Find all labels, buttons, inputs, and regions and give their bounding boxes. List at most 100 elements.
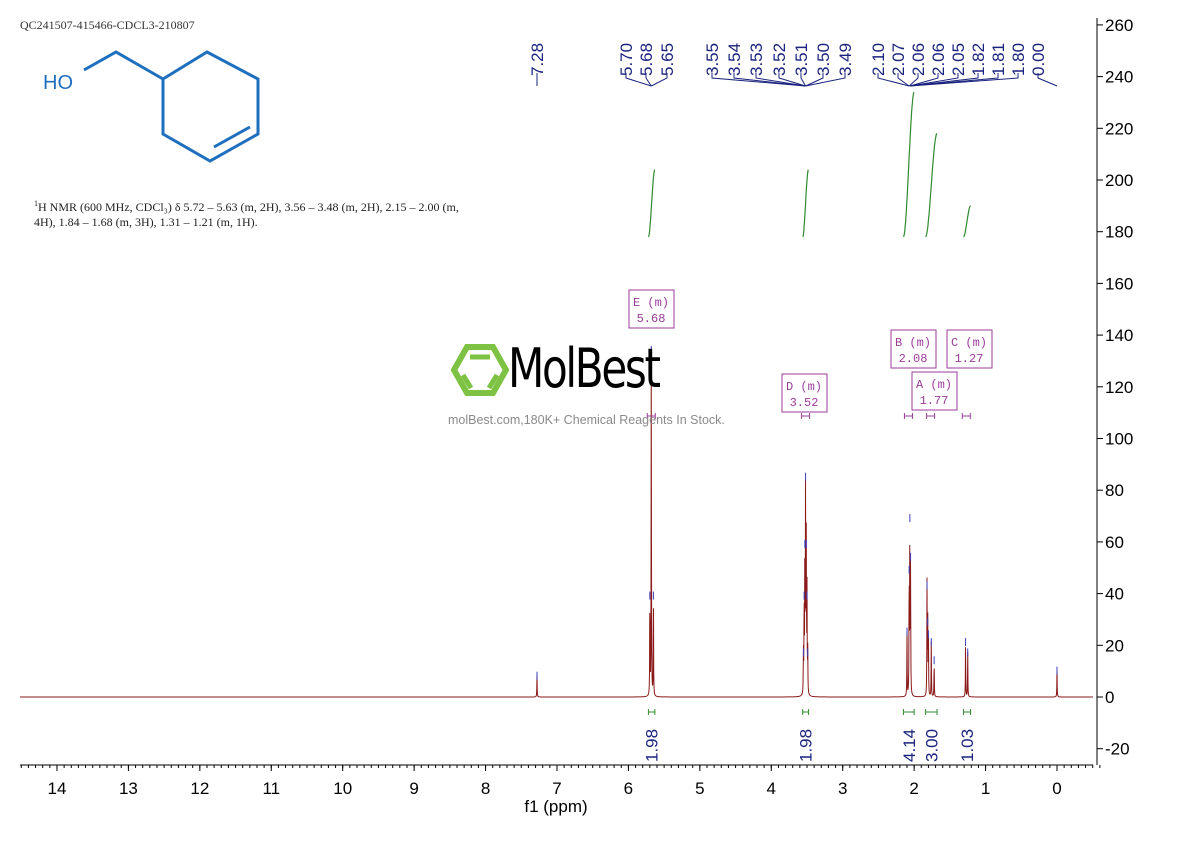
multiplet-shift: 5.68 — [637, 312, 666, 326]
integral-value: 4.14 — [900, 729, 919, 762]
peak-connector — [755, 73, 806, 87]
peak-label: 7.28 — [528, 43, 547, 76]
peak-connector — [805, 73, 824, 87]
peak-label: 2.05 — [949, 43, 968, 76]
peak-connector — [908, 73, 919, 87]
y-tick-label: 20 — [1105, 636, 1124, 655]
integral-value: 3.00 — [922, 729, 941, 762]
multiplet-bracket — [903, 413, 913, 419]
peak-connector — [651, 73, 668, 87]
x-axis-label: f1 (ppm) — [524, 797, 587, 816]
y-tick-label: 240 — [1105, 68, 1133, 87]
multiplet-frame — [946, 329, 993, 369]
x-tick-label: 4 — [767, 779, 776, 798]
peak-label: 3.51 — [792, 43, 811, 76]
peak-connector — [897, 73, 910, 87]
y-tick-label: 100 — [1105, 430, 1133, 449]
x-tick-label: 12 — [190, 779, 209, 798]
y-tick-label: 80 — [1105, 481, 1124, 500]
multiplet-frame — [890, 329, 937, 369]
multiplet-bracket — [646, 413, 656, 419]
multiplet-box: E (m) 5.68 — [628, 289, 675, 329]
x-tick-label: 0 — [1052, 779, 1061, 798]
ch2-bond — [83, 50, 164, 81]
multiplet-bracket — [926, 413, 936, 419]
peak-connector — [645, 73, 652, 87]
x-tick-label: 8 — [481, 779, 490, 798]
peak-label: 2.06 — [929, 43, 948, 76]
peak-label: 3.49 — [836, 43, 855, 76]
peak-connector — [1037, 73, 1058, 87]
y-tick-label: 220 — [1105, 119, 1133, 138]
peak-connector — [778, 73, 806, 87]
peak-label: 2.10 — [869, 43, 888, 76]
x-tick-label: 10 — [333, 779, 352, 798]
multiplet-label: E (m) — [633, 296, 669, 310]
spectrum-line — [20, 353, 1093, 698]
x-tick-label: 11 — [262, 779, 280, 798]
nmr-description: 1H NMR (600 MHz, CDCl₃) δ 5.72 – 5.63 (m… — [34, 196, 464, 230]
multiplet-label: C (m) — [951, 336, 987, 350]
peak-label: 1.81 — [989, 43, 1008, 76]
peak-label: 0.00 — [1029, 43, 1048, 76]
integral-value: 1.03 — [958, 729, 977, 762]
y-tick-label: 140 — [1105, 326, 1133, 345]
logo-bond — [460, 373, 474, 390]
peak-label: 3.54 — [725, 43, 744, 76]
integral-value: 1.98 — [797, 729, 816, 762]
multiplet-bracket — [961, 413, 971, 419]
peak-label: 5.65 — [658, 43, 677, 76]
x-tick-label: 2 — [909, 779, 918, 798]
x-tick-label: 7 — [552, 779, 561, 798]
peak-label: 1.80 — [1009, 43, 1028, 76]
multiplet-frame — [911, 371, 958, 411]
integral-curve — [963, 205, 971, 238]
x-tick-label: 14 — [48, 779, 67, 798]
peak-connector — [800, 73, 807, 87]
x-tick-label: 13 — [119, 779, 138, 798]
y-tick-label: 60 — [1105, 533, 1124, 552]
peak-label: 2.06 — [909, 43, 928, 76]
x-tick-label: 5 — [695, 779, 704, 798]
peak-connector — [909, 73, 959, 87]
y-tick-label: 260 — [1105, 16, 1133, 35]
peak-connector — [805, 73, 846, 87]
multiplet-shift: 3.52 — [790, 396, 819, 410]
integral-bracket — [925, 709, 938, 715]
integral-bracket — [962, 709, 972, 715]
y-tick-label: 40 — [1105, 585, 1124, 604]
peak-label: 5.68 — [637, 43, 656, 76]
integral-curve — [802, 169, 809, 238]
peak-connector — [711, 73, 806, 87]
multiplet-box: D (m) 3.52 — [781, 373, 828, 413]
y-tick-label: 180 — [1105, 223, 1133, 242]
multiplet-label: B (m) — [895, 336, 931, 350]
hydroxyl-label: HO — [43, 72, 73, 94]
peak-connector — [733, 73, 806, 87]
y-tick-label: 200 — [1105, 171, 1133, 190]
cyclohexene-ring — [161, 50, 260, 163]
peak-label: 5.70 — [617, 43, 636, 76]
integral-curve — [647, 169, 656, 238]
peak-label: 3.53 — [747, 43, 766, 76]
molbest-logo-icon — [450, 344, 510, 396]
multiplet-box: A (m) 1.77 — [911, 371, 958, 411]
multiplet-label: A (m) — [916, 378, 952, 392]
nmr-isotope: 1 — [34, 199, 38, 208]
double-bond — [213, 125, 251, 149]
integral-value: 1.98 — [643, 729, 662, 762]
y-tick-label: 120 — [1105, 378, 1133, 397]
peak-label: 1.82 — [969, 43, 988, 76]
multiplet-shift: 2.08 — [899, 352, 928, 366]
logo-bond — [486, 373, 500, 390]
peak-label: 3.52 — [770, 43, 789, 76]
logo-hexagon — [450, 344, 510, 396]
multiplet-frame — [781, 373, 828, 413]
peak-connector — [909, 73, 1019, 87]
integral-curve — [902, 91, 915, 238]
y-tick-label: 0 — [1105, 688, 1114, 707]
peak-label: 3.55 — [703, 43, 722, 76]
multiplet-box: B (m) 2.08 — [890, 329, 937, 369]
multiplet-frame — [628, 289, 675, 329]
